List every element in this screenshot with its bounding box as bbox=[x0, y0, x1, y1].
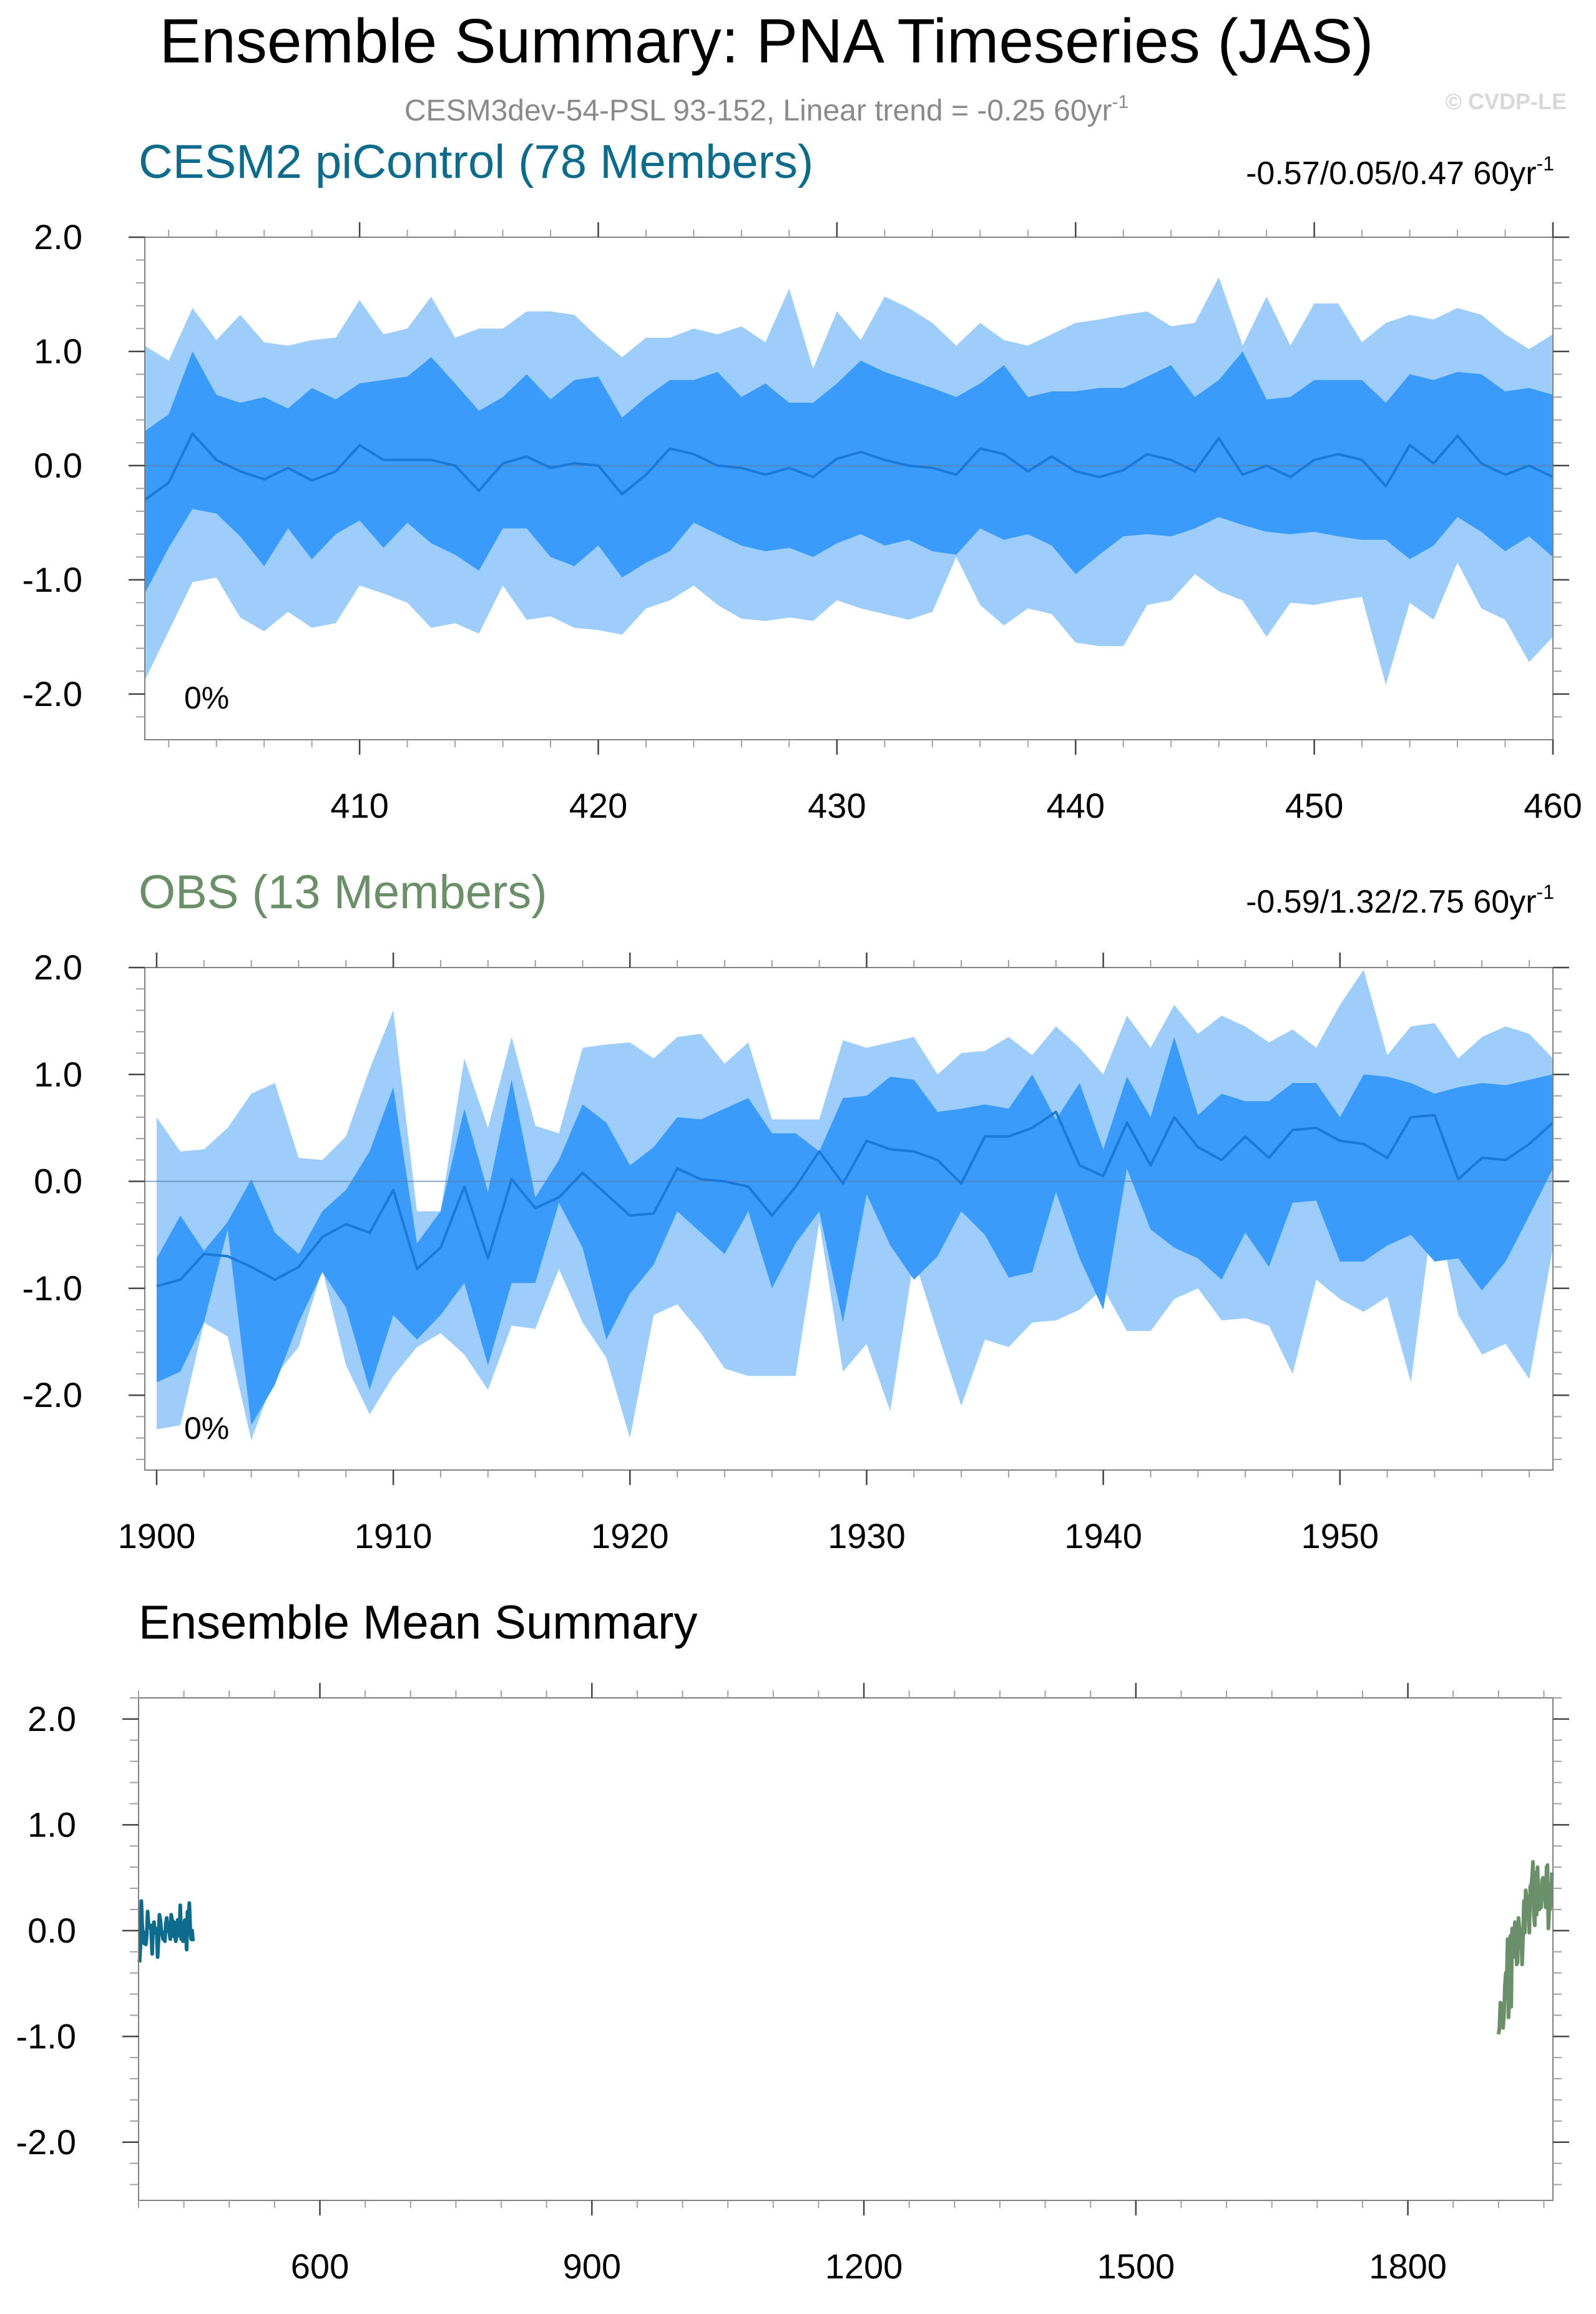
obs-x-tick-label: 1930 bbox=[828, 1516, 906, 1556]
cesm2-x-tick-label: 430 bbox=[808, 786, 866, 825]
obs-panel-title: OBS (13 Members) bbox=[139, 866, 547, 919]
obs-x-tick-label: 1900 bbox=[118, 1516, 196, 1556]
obs-x-tick-label: 1920 bbox=[591, 1516, 669, 1556]
ensemble-mean-x-tick-label: 1200 bbox=[825, 2247, 903, 2286]
ensemble-mean-x-tick-label: 1800 bbox=[1369, 2247, 1447, 2286]
cesm2-x-tick-label: 460 bbox=[1524, 786, 1582, 825]
obs-mean-series-line bbox=[1496, 1860, 1554, 2035]
cesm2-ensemble-mean-line bbox=[144, 432, 1554, 501]
figure-subtitle: CESM3dev-54-PSL 93-152, Linear trend = -… bbox=[404, 92, 1128, 127]
obs-plot-area: 2.0 1.0 0.0 -1.0 -2.0 1900 1910 1920 1930 1940 195… bbox=[22, 948, 1569, 1556]
cesm2-y-tick-label: 0.0 bbox=[34, 446, 82, 485]
ensemble-mean-x-tick-label: 600 bbox=[291, 2247, 349, 2286]
obs-y-tick-label: -2.0 bbox=[22, 1375, 83, 1414]
obs-percent-label: 0% bbox=[184, 1411, 229, 1446]
obs-ensemble-mean-line bbox=[156, 1110, 1554, 1288]
obs-y-tick-label: -1.0 bbox=[22, 1268, 83, 1308]
cesm2-x-tick-label: 410 bbox=[330, 786, 388, 825]
copyright-label: © CVDP-LE bbox=[1445, 89, 1567, 114]
obs-trend-label: -0.59/1.32/2.75 60yr-1 bbox=[1246, 881, 1554, 920]
obs-x-tick-label: 1910 bbox=[355, 1516, 433, 1556]
ensemble-mean-y-tick-label: 1.0 bbox=[27, 1805, 76, 1844]
cesm2-y-tick-label: 2.0 bbox=[34, 217, 82, 257]
obs-trend-sup: -1 bbox=[1537, 881, 1554, 903]
ensemble-mean-panel: Ensemble Mean Summary 2.0 1.0 0.0 -1.0 -2.0 6… bbox=[16, 1596, 1569, 2286]
cesm2-panel: CESM2 piControl (78 Members) -0.57/0.05/… bbox=[22, 135, 1582, 825]
obs-panel: OBS (13 Members) -0.59/1.32/2.75 60yr-1 … bbox=[22, 866, 1569, 1556]
obs-plot-frame bbox=[144, 967, 1554, 1471]
cesm2-y-tick-label: -2.0 bbox=[22, 674, 83, 713]
figure-title: Ensemble Summary: PNA Timeseries (JAS) bbox=[160, 6, 1374, 76]
cesm2-plot-area: 2.0 1.0 0.0 -1.0 -2.0 410 420 430 440 450 460 bbox=[22, 217, 1582, 825]
ensemble-mean-plot-area: 2.0 1.0 0.0 -1.0 -2.0 600 900 1200 1500 1800 bbox=[16, 1683, 1569, 2286]
cesm2-trend-label: -0.57/0.05/0.47 60yr-1 bbox=[1246, 152, 1554, 192]
obs-x-tick-label: 1940 bbox=[1064, 1516, 1142, 1556]
cesm2-trend-main: -0.57/0.05/0.47 60yr bbox=[1246, 155, 1536, 192]
ensemble-mean-y-tick-label: 2.0 bbox=[27, 1699, 76, 1738]
cesm2-trend-sup: -1 bbox=[1537, 152, 1554, 175]
cesm2-x-tick-label: 450 bbox=[1285, 786, 1343, 825]
obs-x-tick-label: 1950 bbox=[1301, 1516, 1379, 1556]
obs-p10-p90-band bbox=[157, 1037, 1553, 1426]
figure-subtitle-main: CESM3dev-54-PSL 93-152, Linear trend = -… bbox=[404, 94, 1112, 127]
ensemble-mean-x-tick-label: 1500 bbox=[1097, 2247, 1175, 2286]
cesm2-percent-label: 0% bbox=[184, 680, 229, 715]
ensemble-mean-title: Ensemble Mean Summary bbox=[139, 1596, 697, 1649]
cesm2-y-tick-label: 1.0 bbox=[34, 331, 82, 371]
cesm2-x-tick-label: 440 bbox=[1047, 786, 1105, 825]
ensemble-mean-plot-background bbox=[139, 1698, 1553, 2200]
ensemble-mean-plot-frame bbox=[138, 1697, 1554, 2201]
obs-y-tick-label: 0.0 bbox=[34, 1162, 82, 1201]
obs-y-tick-label: 1.0 bbox=[34, 1054, 82, 1094]
ensemble-mean-y-tick-label: -2.0 bbox=[16, 2122, 77, 2162]
cesm2-y-tick-label: -1.0 bbox=[22, 560, 83, 599]
cesm2-panel-title: CESM2 piControl (78 Members) bbox=[139, 135, 813, 189]
obs-trend-main: -0.59/1.32/2.75 60yr bbox=[1246, 884, 1536, 920]
cesm2-p10-p90-band bbox=[145, 351, 1553, 594]
obs-y-tick-label: 2.0 bbox=[34, 948, 82, 987]
ensemble-mean-x-tick-label: 900 bbox=[563, 2247, 621, 2286]
ensemble-mean-y-tick-label: 0.0 bbox=[27, 1911, 76, 1950]
cesm2-x-tick-label: 420 bbox=[569, 786, 627, 825]
ensemble-mean-y-tick-label: -1.0 bbox=[16, 2016, 77, 2056]
cesm2-mean-series-line bbox=[137, 1899, 195, 1963]
figure-subtitle-sup: -1 bbox=[1112, 92, 1128, 112]
